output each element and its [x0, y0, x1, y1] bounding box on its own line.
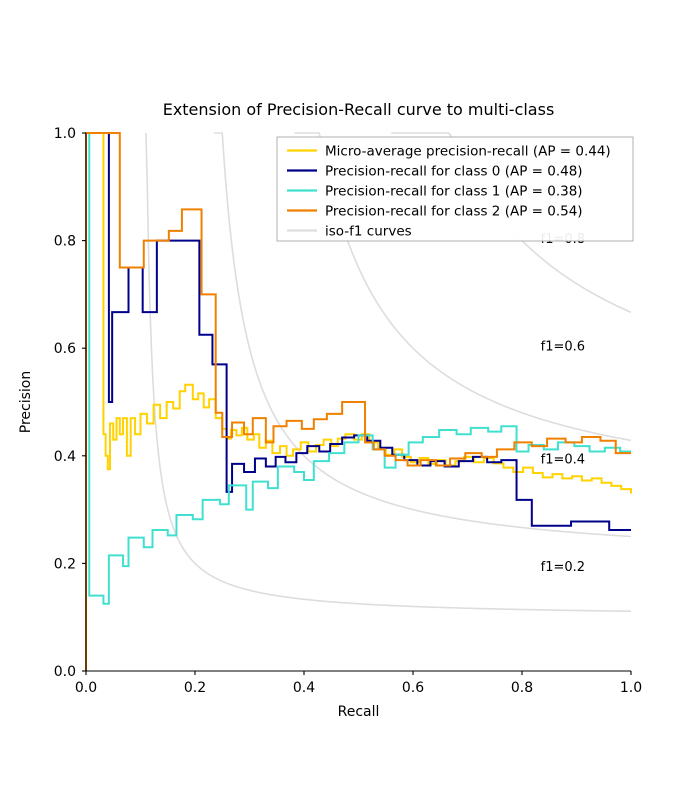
- legend-label-2[interactable]: Precision-recall for class 1 (AP = 0.38): [325, 184, 583, 200]
- legend-label-0[interactable]: Micro-average precision-recall (AP = 0.4…: [325, 144, 611, 160]
- pr-curve-micro: [85, 132, 632, 671]
- y-tick-label-2: 0.4: [54, 449, 76, 465]
- iso-f1-annotations-group: f1=0.2f1=0.4f1=0.6f1=0.8: [541, 232, 585, 575]
- axes-group: 0.0 0.2 0.4 0.6 0.8 1.0 0.0 0.2 0.4 0.6 0.8 1.0: [54, 126, 642, 696]
- chart-title: Extension of Precision-Recall curve to m…: [163, 100, 555, 119]
- iso-f1-curve-0_4: [214, 132, 632, 538]
- x-tick-label-1: 0.2: [184, 680, 206, 696]
- iso-f1-curve-0_6: [294, 132, 632, 442]
- x-tick-label-4: 0.8: [511, 680, 533, 696]
- iso-f1-annotation-0_4: f1=0.4: [541, 452, 585, 467]
- pr-curve-class1: [85, 132, 631, 671]
- iso-f1-annotation-0_6: f1=0.6: [541, 340, 585, 355]
- y-tick-label-3: 0.6: [54, 341, 76, 357]
- legend-background: [276, 136, 634, 242]
- x-tick-label-3: 0.6: [402, 680, 424, 696]
- x-tick-label-2: 0.4: [293, 680, 315, 696]
- chart-legend[interactable]: Micro-average precision-recall (AP = 0.4…: [276, 136, 634, 242]
- y-axis-label: Precision: [18, 371, 34, 433]
- x-tick-label-5: 1.0: [620, 680, 642, 696]
- iso-f1-curves-group: [145, 132, 632, 613]
- y-tick-label-5: 1.0: [54, 126, 76, 142]
- x-tick-label-0: 0.0: [75, 680, 97, 696]
- pr-curve-class2: [85, 132, 631, 671]
- legend-label-4[interactable]: iso-f1 curves: [325, 224, 412, 240]
- legend-label-1[interactable]: Precision-recall for class 0 (AP = 0.48): [325, 164, 583, 180]
- legend-label-3[interactable]: Precision-recall for class 2 (AP = 0.54): [325, 204, 583, 220]
- iso-f1-annotation-0_2: f1=0.2: [541, 560, 585, 575]
- y-tick-label-4: 0.8: [54, 234, 76, 250]
- pr-curves-group: [85, 132, 632, 671]
- y-tick-label-1: 0.2: [54, 556, 76, 572]
- x-axis-label: Recall: [338, 704, 380, 720]
- y-tick-label-0: 0.0: [54, 664, 76, 680]
- iso-f1-curve-0_2: [145, 132, 632, 613]
